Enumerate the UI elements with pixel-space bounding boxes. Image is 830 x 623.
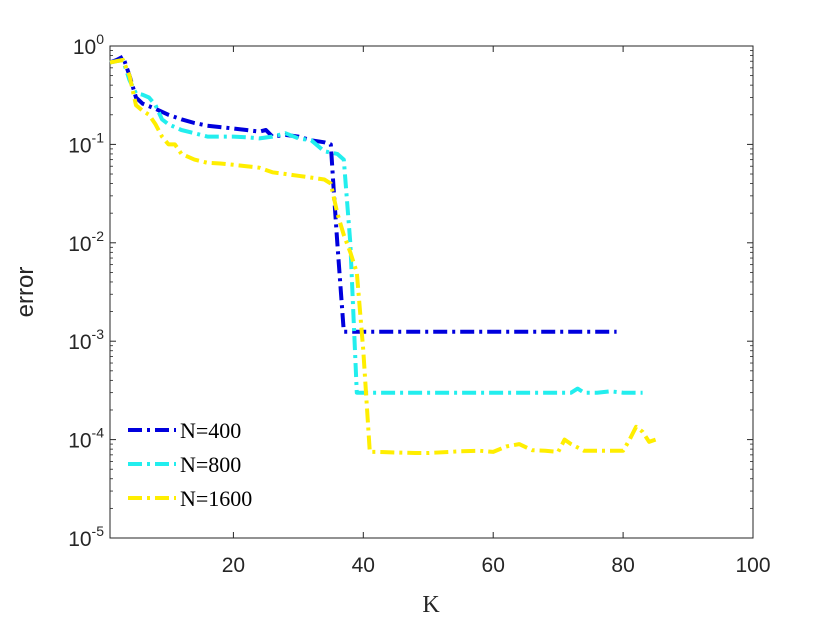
y-tick-base: 10 <box>73 36 96 59</box>
y-tick-exponent: -4 <box>92 425 105 441</box>
y-tick-exponent: -5 <box>92 523 105 539</box>
series-line-0 <box>109 54 617 334</box>
y-tick-label: 10-2 <box>68 228 104 256</box>
series-line-2 <box>109 58 657 455</box>
x-tick-label: 80 <box>611 554 634 577</box>
x-tick-label: 40 <box>352 554 375 577</box>
y-tick-exponent: -2 <box>92 228 105 244</box>
y-tick-base: 10 <box>68 134 91 157</box>
y-tick-label: 10-5 <box>68 523 104 551</box>
legend-label-0: N=400 <box>180 418 241 443</box>
series-line-1 <box>109 58 643 395</box>
y-tick-base: 10 <box>68 233 91 256</box>
x-axis-label: K <box>422 592 440 618</box>
legend: N=400 N=800 N=1600 <box>128 418 252 511</box>
y-tick-label: 10-4 <box>68 425 104 453</box>
axis-ticks <box>110 45 754 539</box>
legend-label-1: N=800 <box>180 452 241 477</box>
y-tick-base: 10 <box>68 528 91 551</box>
y-tick-label: 10-3 <box>68 326 104 354</box>
x-tick-label: 100 <box>735 554 770 577</box>
y-tick-label: 100 <box>73 31 104 59</box>
y-tick-exponent: -3 <box>92 326 105 342</box>
y-tick-base: 10 <box>68 430 91 453</box>
series-lines <box>109 54 657 455</box>
y-tick-exponent: 0 <box>96 31 104 47</box>
y-tick-base: 10 <box>68 331 91 354</box>
y-axis-label: error <box>12 267 39 318</box>
y-tick-label: 10-1 <box>68 129 104 157</box>
legend-label-2: N=1600 <box>180 486 252 511</box>
y-tick-exponent: -1 <box>92 129 105 145</box>
x-tick-label: 20 <box>222 554 245 577</box>
x-tick-label: 60 <box>482 554 505 577</box>
